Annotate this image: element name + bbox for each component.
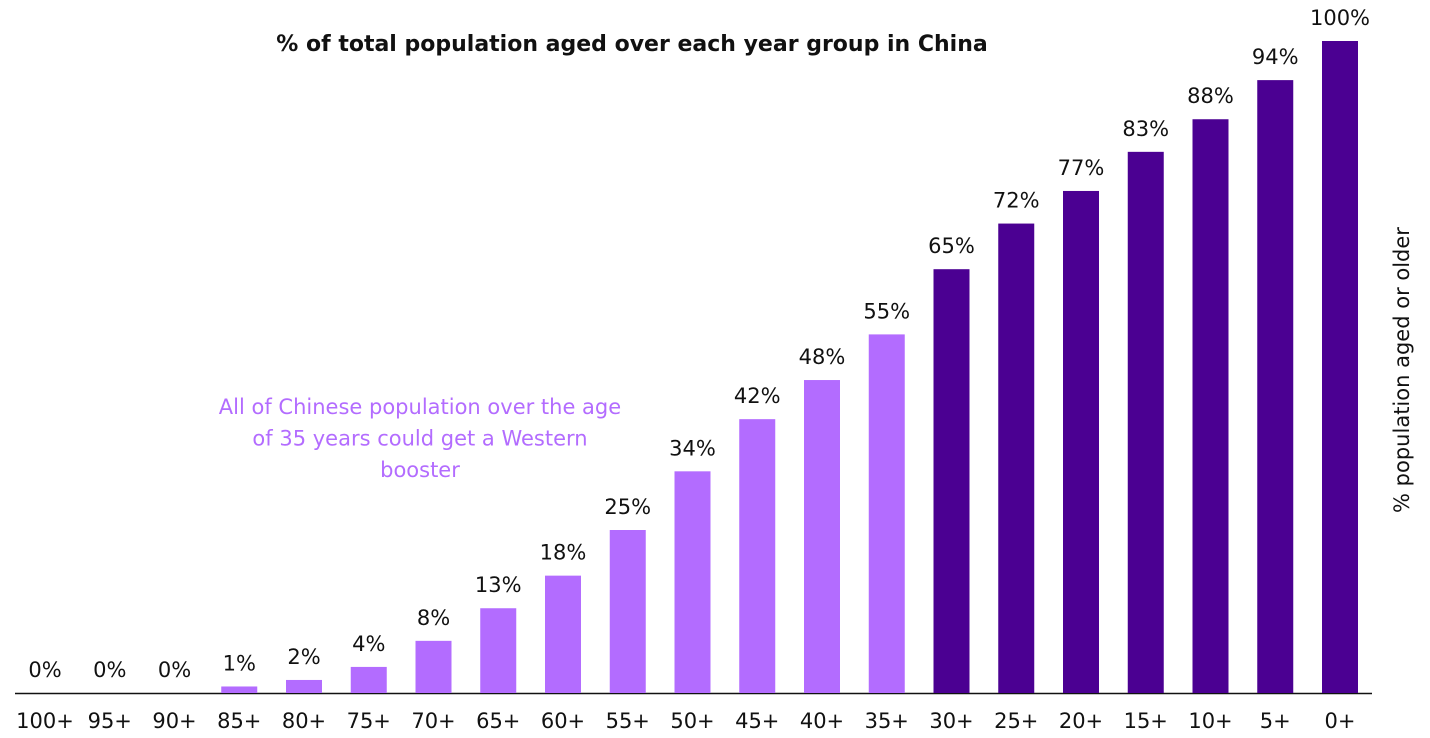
value-label: 94% [1252,45,1299,69]
x-tick-label: 100+ [16,709,74,733]
value-label: 13% [475,573,522,597]
value-label: 65% [928,234,975,258]
x-tick-label: 85+ [217,709,261,733]
value-label: 25% [604,495,651,519]
x-tick-label: 25+ [994,709,1038,733]
bar [350,666,387,693]
value-label: 4% [352,632,385,656]
value-label: 1% [223,651,256,675]
bar [221,686,258,693]
bar [1257,80,1294,694]
value-label: 2% [287,645,320,669]
chart-title: % of total population aged over each yea… [276,32,987,57]
x-tick-label: 10+ [1188,709,1232,733]
x-tick-label: 55+ [606,709,650,733]
bar [739,419,776,693]
bar [609,530,646,693]
value-label: 18% [540,541,587,565]
y-axis-label: % population aged or older [1390,227,1414,513]
x-tick-label: 80+ [282,709,326,733]
value-label: 34% [669,436,716,460]
value-label: 77% [1058,156,1105,180]
value-label: 88% [1187,84,1234,108]
bar [1127,151,1164,694]
bar [1322,41,1358,693]
value-label: 72% [993,189,1040,213]
x-tick-label: 20+ [1059,709,1103,733]
value-label: 100% [1310,6,1370,30]
bar [480,608,517,693]
bar [545,575,581,693]
x-tick-label: 50+ [670,709,714,733]
bar [1192,119,1229,694]
x-tick-label: 5+ [1260,709,1291,733]
x-tick-label: 15+ [1124,709,1168,733]
x-tick-label: 75+ [347,709,391,733]
value-label: 0% [93,658,126,682]
x-tick-label: 0+ [1325,709,1356,733]
annotation: booster [380,458,460,482]
x-tick-label: 30+ [929,709,973,733]
bar [933,269,970,693]
bar [415,640,452,693]
value-label: 83% [1122,117,1169,141]
bar [286,679,322,693]
value-label: 55% [863,299,910,323]
x-tick-label: 90+ [152,709,196,733]
bar [1063,190,1099,693]
x-tick-label: 40+ [800,709,844,733]
bar [804,380,840,693]
value-label: 48% [799,345,846,369]
value-label: 42% [734,384,781,408]
x-tick-label: 65+ [476,709,520,733]
x-tick-label: 45+ [735,709,779,733]
x-tick-label: 70+ [411,709,455,733]
x-tick-label: 35+ [865,709,909,733]
value-label: 0% [28,658,61,682]
x-tick-label: 95+ [88,709,132,733]
value-label: 0% [158,658,191,682]
bar [868,334,905,693]
x-tick-label: 60+ [541,709,585,733]
bar [674,471,711,693]
annotation: of 35 years could get a Western [252,427,587,451]
value-label: 8% [417,606,450,630]
bar [998,223,1035,693]
annotation: All of Chinese population over the age [219,395,621,419]
